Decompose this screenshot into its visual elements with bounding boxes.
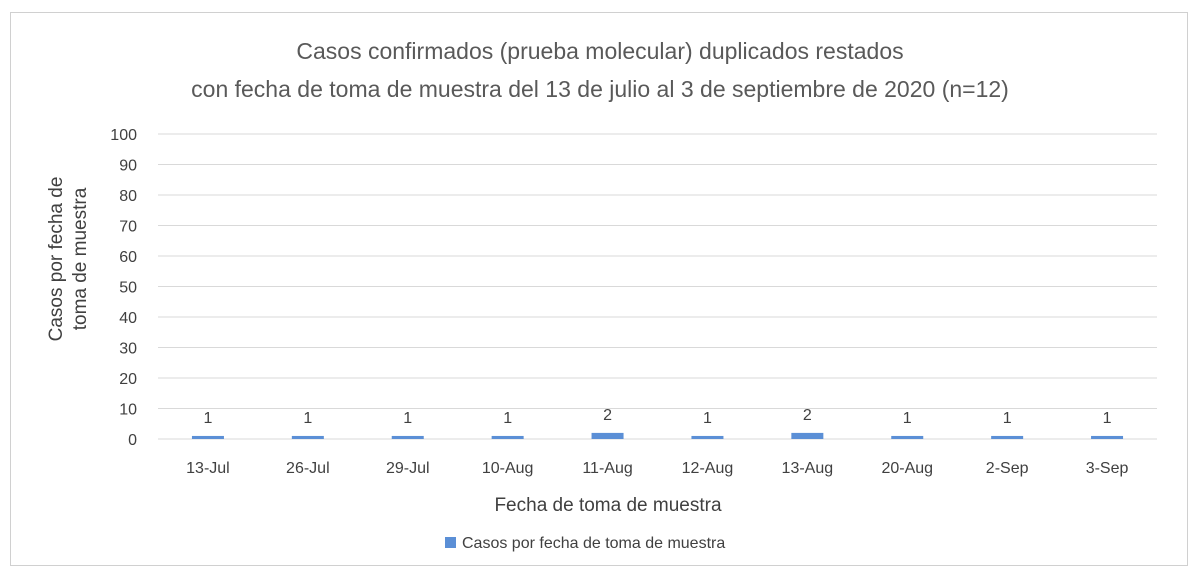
data-labels: 1 1 1 1 2 1 2 1 1 1 [203, 407, 1111, 427]
y-tick-label: 0 [128, 432, 137, 449]
gridlines [158, 133, 1157, 440]
bars [191, 432, 1124, 439]
data-label: 2 [603, 407, 612, 424]
bar [491, 435, 524, 439]
y-tick-label: 30 [119, 341, 137, 358]
data-label: 1 [203, 410, 212, 427]
data-label: 1 [503, 410, 512, 427]
x-tick-label: 3-Sep [1086, 460, 1129, 477]
data-label: 1 [303, 410, 312, 427]
legend-label: Casos por fecha de toma de muestra [462, 535, 725, 552]
x-tick-label: 2-Sep [986, 460, 1029, 477]
y-tick-label: 60 [119, 249, 137, 266]
y-tick-label: 80 [119, 188, 137, 205]
x-tick-label: 20-Aug [881, 460, 933, 477]
bar [591, 432, 624, 439]
y-tick-label: 20 [119, 371, 137, 388]
y-tick-label: 100 [110, 127, 137, 144]
x-axis-title: Fecha de toma de muestra [494, 495, 721, 516]
y-axis-title-line-1: Casos por fecha de [46, 177, 67, 342]
x-tick-label: 10-Aug [482, 460, 534, 477]
y-axis-title-line-2: toma de muestra [70, 187, 91, 330]
y-tick-label: 40 [119, 310, 137, 327]
bar [791, 432, 824, 439]
chart-title-line-2: con fecha de toma de muestra del 13 de j… [191, 76, 1009, 102]
data-label: 1 [403, 410, 412, 427]
bar [991, 435, 1024, 439]
data-label: 1 [1103, 410, 1112, 427]
bar [291, 435, 324, 439]
x-tick-label: 13-Jul [186, 460, 230, 477]
legend-swatch [445, 537, 456, 548]
data-label: 2 [803, 407, 812, 424]
chart-title: Casos confirmados (prueba molecular) dup… [191, 38, 1009, 102]
data-label: 1 [703, 410, 712, 427]
chart-title-line-1: Casos confirmados (prueba molecular) dup… [296, 38, 903, 64]
y-axis-title: Casos por fecha de toma de muestra [46, 177, 91, 342]
x-tick-label: 13-Aug [782, 460, 834, 477]
y-tick-label: 10 [119, 402, 137, 419]
x-axis-ticks: 13-Jul 26-Jul 29-Jul 10-Aug 11-Aug 12-Aug 13-A… [186, 460, 1128, 477]
legend: Casos por fecha de toma de muestra [445, 535, 725, 552]
bar [1091, 435, 1124, 439]
y-tick-label: 50 [119, 280, 137, 297]
chart-frame [10, 12, 1188, 566]
bar [191, 435, 224, 439]
y-axis-ticks: 0 10 20 30 40 50 60 70 80 90 100 [110, 127, 137, 449]
bar [891, 435, 924, 439]
bar [691, 435, 724, 439]
x-tick-label: 29-Jul [386, 460, 430, 477]
y-tick-label: 70 [119, 219, 137, 236]
x-tick-label: 11-Aug [582, 460, 632, 477]
x-tick-label: 26-Jul [286, 460, 330, 477]
data-label: 1 [1003, 410, 1012, 427]
data-label: 1 [903, 410, 912, 427]
bar [391, 435, 424, 439]
x-tick-label: 12-Aug [682, 460, 734, 477]
y-tick-label: 90 [119, 158, 137, 175]
